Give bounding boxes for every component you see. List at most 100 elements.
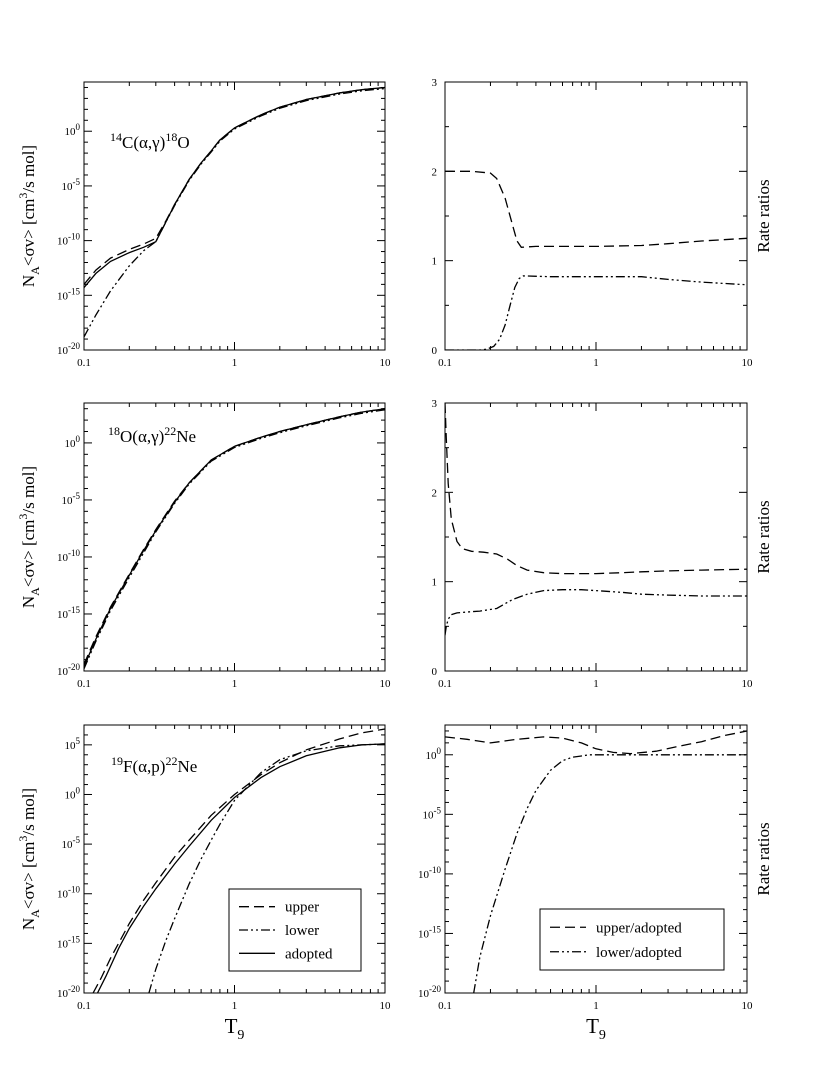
tick-base: 10 — [65, 740, 77, 752]
plot-frame — [444, 402, 748, 672]
tick-base: 10 — [423, 809, 435, 821]
text-part: C(α,γ) — [122, 133, 165, 152]
x-tick-label: 0.1 — [438, 1000, 452, 1012]
tick-exponent: -10 — [68, 885, 80, 895]
x-tick-label: 0.1 — [438, 357, 452, 369]
legend-label: upper — [285, 900, 319, 916]
x-axis-title: T9 — [586, 1014, 606, 1043]
tick-exponent: -15 — [68, 286, 80, 296]
y-axis-title: Rate ratios — [754, 822, 773, 895]
y-axis-title: Rate ratios — [754, 179, 773, 252]
tick-exponent: -5 — [73, 177, 81, 187]
y-tick-label: 10-15 — [57, 934, 80, 950]
tick-exponent: 0 — [76, 122, 81, 132]
text-part: <σv> [cm — [19, 520, 38, 588]
y-axis-title: NA<σv> [cm3/s mol] — [16, 145, 42, 287]
tick-base: 10 — [65, 438, 77, 450]
legend: upper/adopted lower/adopted — [539, 908, 725, 971]
text-part: O(α,γ) — [120, 427, 164, 446]
tick-exponent: -20 — [68, 341, 80, 351]
superscript: 3 — [16, 514, 30, 520]
y-tick-label: 100 — [65, 122, 81, 138]
y-tick-label: 10-20 — [57, 662, 80, 678]
series-line-lower-adopted — [445, 589, 747, 636]
x-tick-label: 1 — [593, 357, 599, 369]
legend-box — [539, 908, 725, 971]
y-axis-title: NA<σv> [cm3/s mol] — [16, 788, 42, 930]
tick-exponent: -5 — [434, 805, 442, 815]
tick-base: 10 — [62, 495, 74, 507]
superscript: 18 — [165, 130, 177, 144]
superscript: 3 — [16, 836, 30, 842]
text-part: /s mol] — [19, 788, 38, 836]
y-axis-title: NA<σv> [cm3/s mol] — [16, 466, 42, 608]
y-tick-label: 10-5 — [62, 177, 81, 193]
text-part: T — [586, 1014, 599, 1038]
series-line-upper-adopted — [445, 730, 747, 755]
reaction-title: 14C(α,γ)18O — [110, 130, 190, 152]
x-tick-label: 10 — [380, 1000, 392, 1012]
tick-base: 10 — [418, 928, 430, 940]
reaction-title: 19F(α,p)22Ne — [111, 754, 197, 776]
tick-base: 10 — [57, 290, 69, 302]
x-axis-title: T9 — [225, 1014, 245, 1043]
x-tick-label: 1 — [593, 1000, 599, 1012]
tick-base: 10 — [57, 552, 69, 564]
tick-exponent: -5 — [73, 491, 81, 501]
x-tick-label: 10 — [380, 678, 392, 690]
y-tick-label: 10-15 — [57, 605, 80, 621]
superscript: 22 — [164, 424, 176, 438]
y-tick-label: 10-10 — [418, 865, 441, 881]
tick-base: 10 — [57, 988, 69, 1000]
y-tick-label: 3 — [432, 398, 438, 410]
tick-base: 10 — [426, 750, 438, 762]
text-part: F(α,p) — [123, 757, 165, 776]
tick-base: 10 — [418, 869, 430, 881]
y-tick-label: 100 — [426, 746, 442, 762]
text-part: /s mol] — [19, 145, 38, 193]
subscript: A — [28, 266, 42, 275]
y-tick-label: 10-10 — [57, 885, 80, 901]
tick-base: 10 — [57, 345, 69, 357]
series-line-adopted — [84, 408, 385, 667]
subscript: A — [28, 587, 42, 596]
tick-exponent: -20 — [68, 984, 80, 994]
x-tick-label: 10 — [380, 357, 392, 369]
x-tick-label: 10 — [742, 678, 754, 690]
text-part: /s mol] — [19, 466, 38, 514]
plot-frame — [444, 81, 748, 351]
series-line-upper-adopted — [445, 403, 747, 575]
subscript: 9 — [237, 1028, 244, 1043]
text-part: N — [19, 275, 38, 287]
tick-base: 10 — [62, 181, 74, 193]
text-part: <σv> [cm — [19, 199, 38, 267]
x-tick-label: 1 — [232, 678, 238, 690]
x-tick-label: 1 — [232, 1000, 238, 1012]
tick-base: 10 — [418, 988, 430, 1000]
tick-base: 10 — [62, 839, 74, 851]
y-tick-label: 10-20 — [418, 984, 441, 1000]
tick-base: 10 — [57, 666, 69, 678]
tick-exponent: -10 — [68, 232, 80, 242]
y-tick-label: 10-5 — [62, 491, 81, 507]
y-tick-label: 1 — [432, 577, 438, 589]
x-tick-label: 10 — [742, 1000, 754, 1012]
superscript: 3 — [16, 193, 30, 199]
tick-base: 10 — [57, 938, 69, 950]
legend: upper lower adopted — [228, 888, 362, 972]
tick-exponent: 5 — [76, 736, 81, 746]
x-tick-label: 1 — [593, 678, 599, 690]
tick-exponent: -10 — [429, 865, 441, 875]
legend-label: upper/adopted — [596, 920, 682, 936]
text-part: T — [225, 1014, 238, 1038]
y-tick-label: 10-10 — [57, 232, 80, 248]
y-tick-label: 10-15 — [418, 924, 441, 940]
y-tick-label: 2 — [432, 487, 438, 499]
y-tick-label: 0 — [432, 666, 438, 678]
tick-base: 10 — [57, 236, 69, 248]
series-line-lower — [84, 409, 385, 669]
